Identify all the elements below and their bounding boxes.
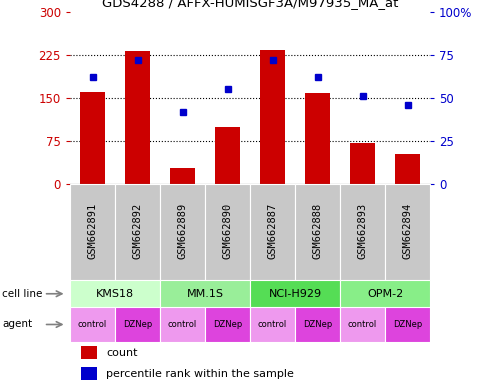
Text: GSM662888: GSM662888 (312, 202, 322, 258)
Bar (81, 367, 97, 380)
Text: DZNep: DZNep (303, 320, 332, 329)
Bar (385, 184, 430, 280)
Bar (340, 280, 430, 307)
Bar (160, 307, 205, 342)
Text: GSM662890: GSM662890 (222, 202, 232, 258)
Text: DZNep: DZNep (393, 320, 422, 329)
Bar (340, 307, 385, 342)
Bar (115, 184, 160, 280)
Bar (295, 184, 340, 280)
Text: control: control (78, 320, 107, 329)
Bar (215, 127, 240, 184)
Bar (160, 184, 205, 280)
Bar (385, 307, 430, 342)
Bar (395, 154, 420, 184)
Bar (125, 51, 150, 184)
Bar (70, 307, 115, 342)
Text: control: control (168, 320, 197, 329)
Text: agent: agent (2, 319, 32, 329)
Text: GSM662889: GSM662889 (178, 202, 188, 258)
Bar (115, 307, 160, 342)
Text: DZNep: DZNep (213, 320, 242, 329)
Text: DZNep: DZNep (123, 320, 152, 329)
Text: GSM662887: GSM662887 (268, 202, 278, 258)
Text: cell line: cell line (2, 289, 43, 299)
Bar (350, 143, 375, 184)
Bar (160, 280, 250, 307)
Text: NCI-H929: NCI-H929 (268, 289, 322, 299)
Text: MM.1S: MM.1S (186, 289, 224, 299)
Bar (250, 184, 295, 280)
Title: GDS4288 / AFFX-HUMISGF3A/M97935_MA_at: GDS4288 / AFFX-HUMISGF3A/M97935_MA_at (102, 0, 398, 9)
Bar (70, 280, 160, 307)
Text: OPM-2: OPM-2 (367, 289, 403, 299)
Text: control: control (258, 320, 287, 329)
Text: percentile rank within the sample: percentile rank within the sample (106, 369, 294, 379)
Bar (80, 92, 105, 184)
Bar (305, 93, 330, 184)
Text: KMS18: KMS18 (96, 289, 134, 299)
Bar (250, 280, 340, 307)
Bar (205, 184, 250, 280)
Bar (295, 307, 340, 342)
Text: GSM662893: GSM662893 (358, 202, 368, 258)
Text: count: count (106, 348, 138, 358)
Bar (340, 184, 385, 280)
Bar (250, 307, 295, 342)
Text: GSM662891: GSM662891 (88, 202, 98, 258)
Bar (260, 50, 285, 184)
Text: GSM662894: GSM662894 (402, 202, 412, 258)
Bar (170, 168, 195, 184)
Bar (70, 184, 115, 280)
Text: control: control (348, 320, 377, 329)
Text: GSM662892: GSM662892 (132, 202, 142, 258)
Bar (81, 346, 97, 359)
Bar (205, 307, 250, 342)
